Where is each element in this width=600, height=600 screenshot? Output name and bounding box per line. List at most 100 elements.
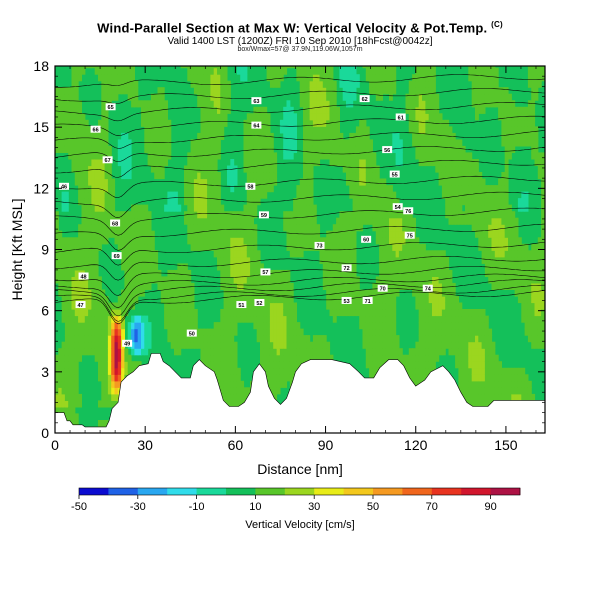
velocity-cell (269, 276, 274, 284)
velocity-cell (312, 335, 317, 343)
velocity-cell (422, 276, 426, 284)
velocity-cell (303, 224, 307, 232)
velocity-cell (180, 282, 185, 290)
velocity-cell (541, 224, 545, 232)
velocity-cell (200, 67, 205, 75)
velocity-cell (137, 263, 142, 271)
velocity-cell (250, 198, 254, 206)
velocity-cell (124, 250, 129, 258)
velocity-cell (312, 348, 317, 356)
velocity-cell (425, 348, 430, 356)
velocity-cell (81, 250, 86, 258)
velocity-cell (322, 87, 327, 95)
velocity-cell (408, 217, 413, 225)
velocity-cell (491, 100, 496, 108)
velocity-cell (279, 341, 284, 349)
velocity-cell (250, 113, 254, 121)
velocity-cell (389, 309, 393, 317)
velocity-cell (412, 348, 416, 356)
velocity-cell (190, 322, 195, 330)
velocity-cell (527, 309, 532, 317)
velocity-cell (164, 113, 168, 121)
velocity-cell (382, 341, 387, 349)
velocity-cell (273, 374, 278, 382)
velocity-cell (412, 217, 416, 225)
velocity-cell (445, 211, 450, 219)
velocity-cell (203, 132, 208, 140)
velocity-cell (322, 93, 327, 101)
velocity-cell (488, 348, 493, 356)
velocity-cell (121, 315, 125, 323)
velocity-cell (349, 191, 354, 199)
velocity-cell (207, 106, 211, 114)
velocity-cell (389, 198, 393, 206)
velocity-cell (537, 250, 542, 258)
velocity-cell (468, 348, 473, 356)
velocity-cell (511, 217, 516, 225)
velocity-cell (504, 263, 509, 271)
velocity-cell (273, 269, 278, 277)
velocity-cell (107, 80, 112, 88)
velocity-cell (78, 100, 82, 108)
velocity-cell (117, 237, 122, 245)
velocity-cell (250, 243, 254, 251)
velocity-cell (68, 243, 73, 251)
velocity-cell (111, 393, 116, 401)
velocity-cell (379, 87, 383, 95)
velocity-cell (346, 74, 350, 82)
velocity-cell (213, 178, 218, 186)
velocity-cell (465, 172, 469, 180)
velocity-cell (164, 296, 168, 304)
velocity-cell (55, 100, 59, 108)
velocity-cell (306, 132, 311, 140)
velocity-cell (379, 354, 383, 362)
velocity-cell (157, 113, 162, 121)
velocity-cell (355, 217, 360, 225)
velocity-cell (369, 66, 373, 69)
velocity-cell (435, 341, 440, 349)
velocity-cell (352, 256, 357, 264)
velocity-cell (200, 217, 205, 225)
velocity-cell (484, 367, 489, 375)
velocity-cell (531, 100, 536, 108)
velocity-cell (392, 322, 397, 330)
velocity-cell (273, 380, 278, 388)
velocity-cell (332, 145, 337, 153)
velocity-cell (531, 145, 536, 153)
velocity-cell (78, 132, 82, 140)
velocity-cell (524, 296, 529, 304)
velocity-cell (210, 100, 215, 108)
velocity-cell (131, 341, 135, 349)
velocity-cell (488, 80, 493, 88)
velocity-cell (322, 113, 327, 121)
velocity-cell (412, 113, 416, 121)
velocity-cell (68, 315, 73, 323)
velocity-cell (303, 237, 307, 245)
velocity-cell (379, 309, 383, 317)
velocity-cell (322, 74, 327, 82)
velocity-cell (246, 263, 251, 271)
velocity-cell (312, 145, 317, 153)
velocity-cell (491, 217, 496, 225)
velocity-cell (124, 145, 129, 153)
velocity-cell (74, 100, 79, 108)
velocity-cell (223, 322, 228, 330)
velocity-cell (98, 296, 102, 304)
velocity-cell (326, 67, 331, 75)
velocity-cell (114, 387, 119, 395)
velocity-cell (537, 309, 542, 317)
velocity-cell (412, 224, 416, 232)
velocity-cell (319, 152, 324, 160)
velocity-cell (412, 256, 416, 264)
velocity-cell (517, 250, 522, 258)
velocity-cell (236, 374, 241, 382)
velocity-cell (326, 66, 331, 69)
velocity-cell (289, 139, 294, 147)
velocity-cell (501, 185, 506, 193)
velocity-cell (405, 243, 410, 251)
velocity-cell (461, 172, 466, 180)
velocity-cell (369, 191, 373, 199)
velocity-cell (458, 178, 463, 186)
velocity-cell (286, 296, 291, 304)
velocity-cell (481, 87, 486, 95)
